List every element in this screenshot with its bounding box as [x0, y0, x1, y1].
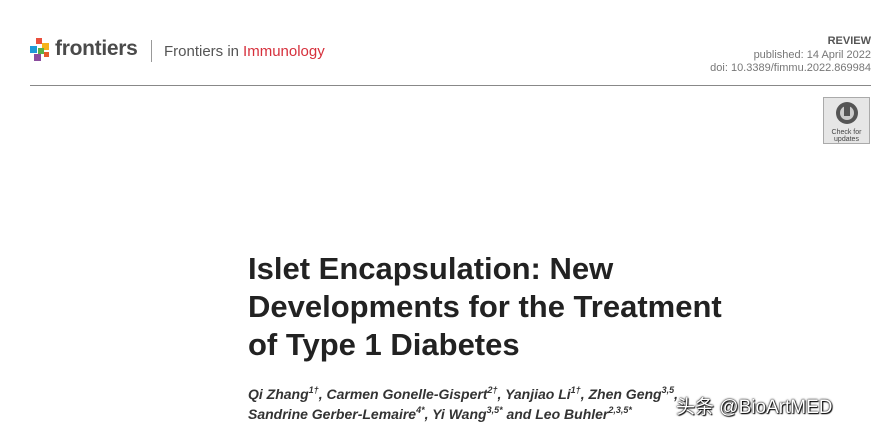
author-affiliation: 1† [570, 385, 581, 395]
author-name: Sandrine Gerber-Lemaire [248, 406, 417, 422]
article-meta: REVIEW published: 14 April 2022 doi: 10.… [710, 35, 871, 76]
divider [151, 40, 152, 62]
logo-text: frontiers [55, 37, 138, 60]
author-affiliation: 4* [416, 405, 425, 415]
author-separator: and [502, 406, 536, 422]
author-name: Leo Buhler [535, 406, 609, 422]
author-line: Sandrine Gerber-Lemaire4*, Yi Wang3,5* a… [248, 404, 678, 424]
header-rule [30, 85, 871, 86]
check-updates-badge[interactable]: Check for updates [823, 97, 870, 144]
authors: Qi Zhang1†, Carmen Gonelle-Gispert2†, Ya… [248, 384, 678, 424]
author-affiliation: 2† [487, 385, 498, 395]
author-affiliation: 3,5 [661, 385, 675, 395]
badge-line: Check for [831, 129, 862, 136]
author-affiliation: 2,3,5* [608, 405, 632, 415]
badge-icon [835, 102, 858, 124]
logo-icon [30, 38, 49, 61]
author-name: Yanjiao Li [505, 386, 571, 402]
title-line: Islet Encapsulation: New [248, 251, 614, 286]
author-name: Zhen Geng [588, 386, 662, 402]
journal-prefix: Frontiers in [164, 43, 240, 60]
author-separator: , [497, 386, 506, 402]
author-name: Yi Wang [432, 406, 487, 422]
badge-line: updates [834, 136, 859, 143]
author-separator: , [318, 386, 327, 402]
doi: doi: 10.3389/fimmu.2022.869984 [710, 62, 871, 74]
author-line: Qi Zhang1†, Carmen Gonelle-Gispert2†, Ya… [248, 384, 678, 404]
author-affiliation: 3,5* [486, 405, 503, 415]
author-separator: , [580, 386, 589, 402]
journal: Frontiers in Immunology [164, 43, 325, 60]
title-line: of Type 1 Diabetes [248, 327, 520, 362]
author-separator: , [674, 386, 678, 402]
journal-name: Immunology [243, 43, 325, 60]
author-affiliation: 1† [308, 385, 319, 395]
author-name: Carmen Gonelle-Gispert [326, 386, 488, 402]
author-name: Qi Zhang [248, 386, 309, 402]
published-date: published: 14 April 2022 [753, 48, 871, 61]
article-title: Islet Encapsulation: New Developments fo… [248, 250, 722, 364]
article-type: REVIEW [827, 35, 871, 47]
watermark: 头条 @BioArtMED [676, 397, 833, 418]
title-line: Developments for the Treatment [248, 289, 722, 324]
author-separator: , [424, 406, 433, 422]
